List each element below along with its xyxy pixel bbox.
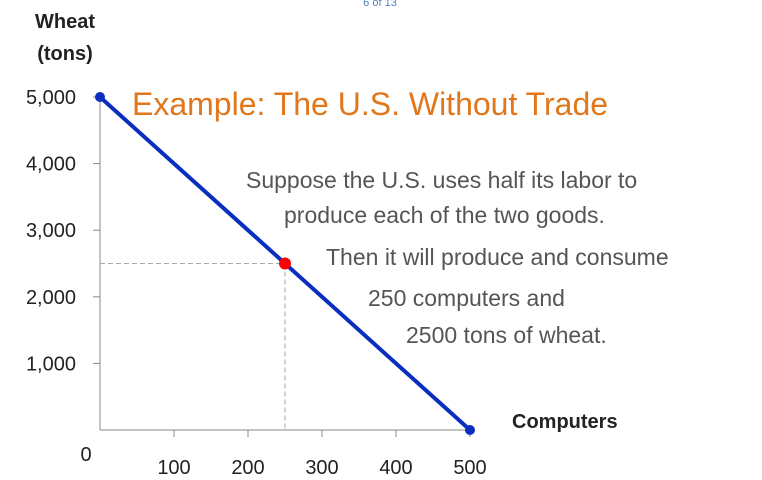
annotation-line-5: 2500 tons of wheat. (406, 322, 607, 348)
y-tick-label: 2,000 (26, 287, 76, 309)
y-tick-label: 4,000 (26, 154, 76, 176)
page-indicator: 6 of 13 (363, 0, 397, 9)
x-tick-label: 400 (379, 457, 412, 479)
annotation-line-3: Then it will produce and consume (326, 244, 669, 270)
annotation-line-1: Suppose the U.S. uses half its labor to (246, 167, 638, 193)
x-axis-label: Computers (512, 411, 618, 433)
y-axis-label-line2: (tons) (37, 43, 93, 65)
x-tick-label: 100 (157, 457, 190, 479)
highlight-point-marker (279, 257, 291, 270)
y-axis-label: Wheat (tons) (10, 6, 120, 70)
x-tick-label: 300 (305, 457, 338, 479)
endpoint-marker (465, 425, 475, 435)
chart-title: Example: The U.S. Without Trade (132, 86, 609, 122)
endpoint-marker (95, 92, 105, 102)
y-tick-label: 5,000 (26, 87, 76, 109)
x-tick-label: 200 (231, 457, 264, 479)
x-tick-label-origin: 0 (80, 444, 91, 466)
annotation-line-2: produce each of the two goods. (284, 202, 605, 228)
y-axis-label-line1: Wheat (35, 11, 95, 33)
y-tick-label: 1,000 (26, 353, 76, 375)
y-tick-label: 3,000 (26, 220, 76, 242)
annotation-line-4: 250 computers and (368, 285, 565, 311)
x-tick-label: 500 (453, 457, 486, 479)
